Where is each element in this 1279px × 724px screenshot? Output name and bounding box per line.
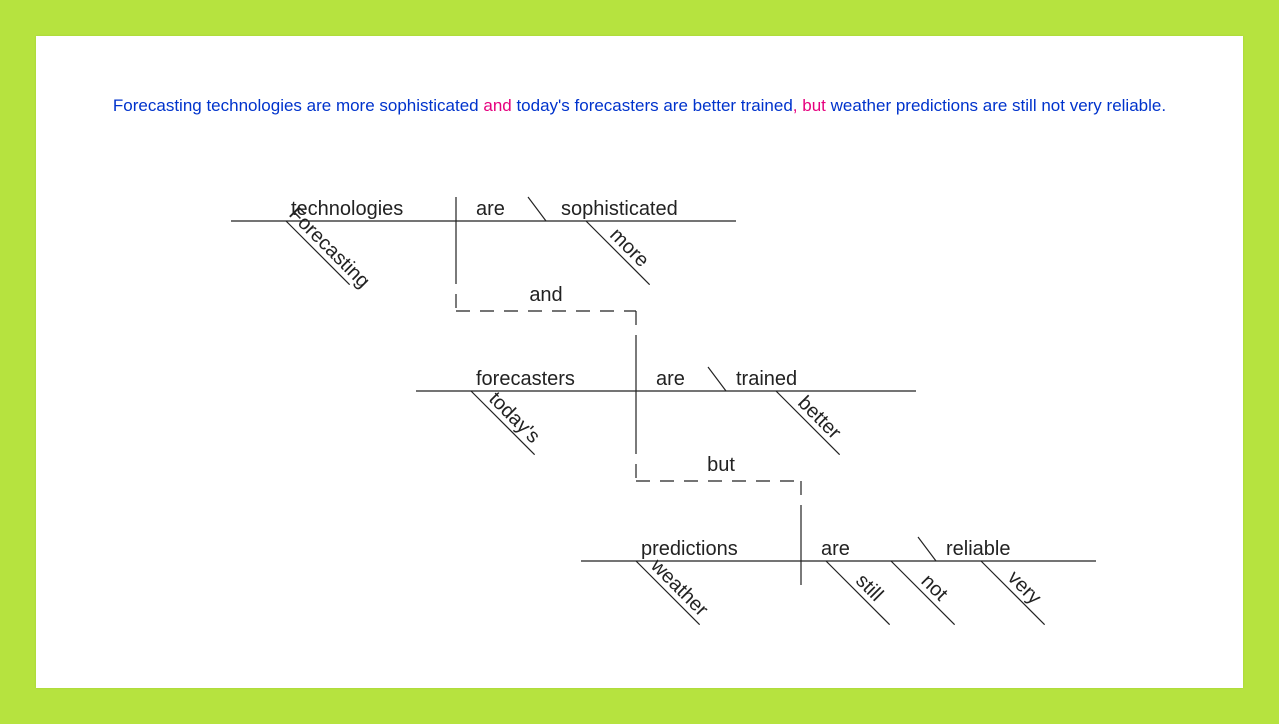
sentence-diagram: technologiesaresophisticatedForecastingm… bbox=[36, 36, 1243, 688]
predicate-separator bbox=[708, 367, 726, 391]
connector-label: and bbox=[529, 284, 562, 306]
predicate-separator bbox=[528, 197, 546, 221]
modifier-word: still bbox=[851, 570, 887, 606]
modifier-word: weather bbox=[646, 554, 713, 621]
modifier-word: very bbox=[1003, 567, 1045, 609]
modifier-word: today's bbox=[484, 388, 544, 448]
modifier-word: better bbox=[793, 392, 845, 444]
predicate-word: sophisticated bbox=[561, 198, 678, 220]
verb-word: are bbox=[656, 368, 685, 390]
outer-frame: Forecasting technologies are more sophis… bbox=[0, 0, 1279, 724]
diagram-card: Forecasting technologies are more sophis… bbox=[36, 36, 1243, 688]
predicate-word: reliable bbox=[946, 538, 1010, 560]
predicate-separator bbox=[918, 537, 936, 561]
subject-word: forecasters bbox=[476, 368, 575, 390]
verb-word: are bbox=[476, 198, 505, 220]
modifier-word: not bbox=[917, 570, 953, 606]
connector-label: but bbox=[707, 454, 735, 476]
verb-word: are bbox=[821, 538, 850, 560]
subject-word: predictions bbox=[641, 538, 738, 560]
predicate-word: trained bbox=[736, 368, 797, 390]
